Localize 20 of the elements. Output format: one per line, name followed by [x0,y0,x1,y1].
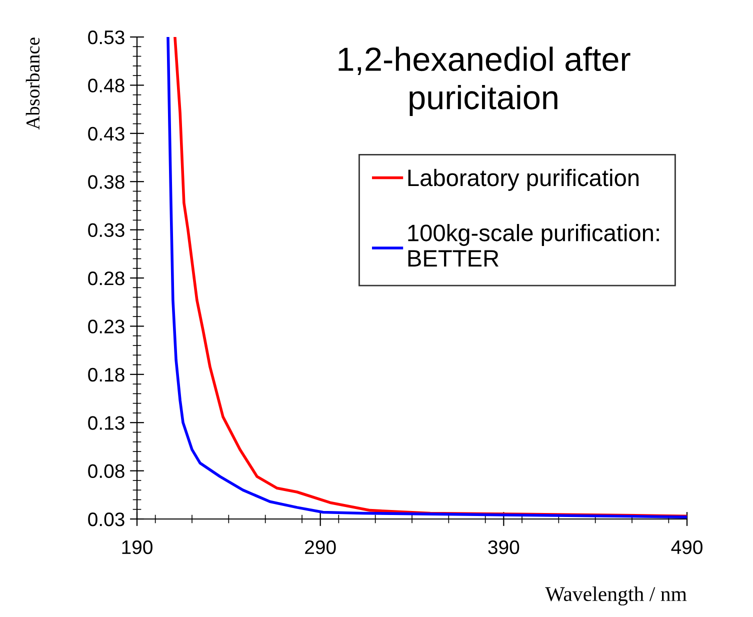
y-tick-label: 0.13 [88,416,124,430]
legend-label: 100kg-scale purification: BETTER [408,224,659,267]
x-axis-title: Wavelength / nm [545,586,687,606]
y-axis-title: Absorbance [26,38,40,130]
y-tick-label: 0.33 [88,223,124,238]
legend-label: Laboratory purification [408,168,639,191]
text: 1,2-hexanediol after puricitaion [338,46,630,116]
y-tick-label: 0.43 [88,126,124,141]
y-tick-label: 0.03 [88,512,124,526]
y-tick-label: 0.18 [88,368,124,382]
x-tick-label: 190 [122,540,152,554]
y-tick-label: 0.28 [88,271,124,286]
y-tick-label: 0.53 [88,30,124,44]
x-tick-label: 290 [305,540,336,554]
y-tick-label: 0.23 [88,320,124,334]
x-tick-label: 490 [671,540,702,554]
y-tick-label: 0.38 [88,175,124,189]
x-tick-label: 390 [488,540,520,554]
y-tick-label: 0.48 [88,78,124,92]
y-tick-label: 0.08 [88,464,124,478]
